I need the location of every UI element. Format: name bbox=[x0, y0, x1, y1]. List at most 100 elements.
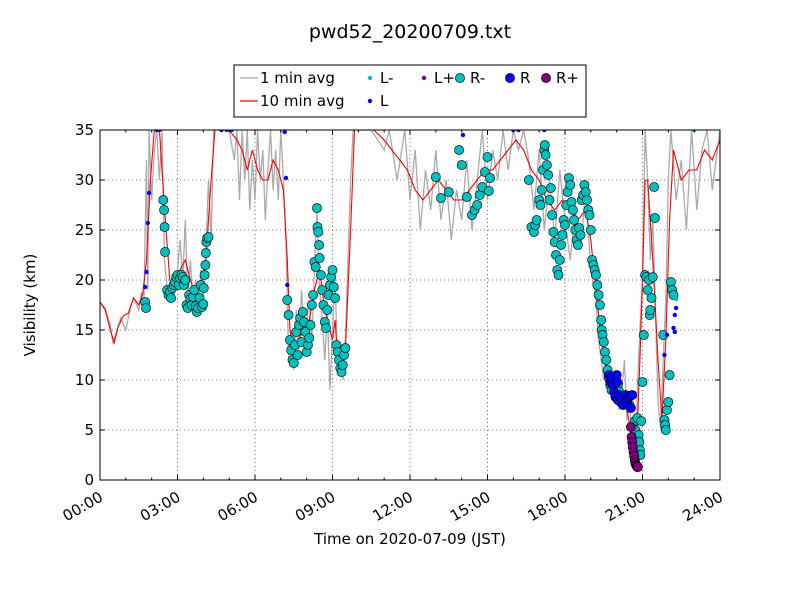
data-point-r bbox=[482, 152, 493, 162]
data-point-r bbox=[547, 210, 557, 220]
series-l bbox=[143, 130, 679, 358]
y-tick-label: 15 bbox=[75, 321, 94, 339]
data-point-r bbox=[523, 175, 534, 185]
data-point-l bbox=[157, 130, 162, 133]
legend-label: R bbox=[520, 69, 530, 87]
y-tick-label: 10 bbox=[75, 371, 94, 389]
legend-label: L+ bbox=[434, 69, 455, 87]
data-point-l bbox=[516, 130, 521, 133]
data-point-r bbox=[663, 397, 674, 407]
data-point-r bbox=[200, 248, 211, 258]
data-point-r bbox=[566, 197, 577, 207]
data-point-r bbox=[536, 185, 547, 195]
data-point-r bbox=[556, 240, 566, 250]
data-point-r bbox=[337, 360, 348, 370]
x-tick-label: 21:00 bbox=[602, 488, 648, 525]
data-point-r bbox=[638, 330, 649, 340]
data-point-r bbox=[585, 225, 596, 235]
data-point-l bbox=[662, 352, 667, 358]
data-point-r bbox=[317, 285, 328, 295]
data-point-r bbox=[283, 310, 294, 320]
x-tick-label: 24:00 bbox=[680, 488, 726, 525]
data-point-r bbox=[626, 422, 636, 432]
legend-label: L- bbox=[380, 69, 394, 87]
data-point-r bbox=[633, 462, 643, 472]
data-point-r bbox=[573, 240, 583, 250]
y-tick-label: 25 bbox=[75, 221, 94, 239]
plot-area bbox=[100, 130, 720, 472]
data-point-r bbox=[312, 203, 322, 213]
x-tick-label: 09:00 bbox=[292, 488, 338, 525]
data-point-r bbox=[567, 205, 578, 215]
x-tick-label: 18:00 bbox=[525, 488, 571, 525]
data-point-r bbox=[575, 230, 586, 240]
data-point-r bbox=[598, 337, 609, 347]
data-point-r bbox=[304, 333, 315, 343]
legend-swatch bbox=[455, 73, 465, 83]
data-point-l bbox=[143, 284, 148, 290]
data-point-r bbox=[540, 150, 551, 160]
data-point-r bbox=[483, 186, 494, 196]
legend-label: 1 min avg bbox=[260, 69, 335, 87]
legend-swatch bbox=[421, 75, 427, 81]
data-point-r bbox=[310, 262, 321, 272]
series-r bbox=[626, 422, 643, 472]
data-point-r bbox=[565, 180, 576, 190]
data-point-r bbox=[456, 160, 467, 170]
x-axis-label: Time on 2020-07-09 (JST) bbox=[313, 530, 506, 548]
data-point-l bbox=[145, 220, 150, 226]
data-point-r bbox=[472, 200, 483, 210]
data-point-r bbox=[200, 260, 211, 270]
data-point-l bbox=[146, 190, 152, 196]
data-point-l bbox=[673, 305, 679, 311]
data-point-r bbox=[642, 285, 653, 295]
data-point-l bbox=[460, 132, 466, 138]
data-point-r bbox=[328, 282, 339, 292]
data-point-r bbox=[436, 193, 446, 203]
data-point-r bbox=[553, 270, 564, 280]
data-point-r bbox=[292, 350, 303, 360]
data-point-r bbox=[485, 173, 495, 183]
data-point-r bbox=[592, 280, 603, 290]
data-point-l bbox=[671, 325, 676, 331]
data-point-r bbox=[560, 220, 570, 230]
data-point-r bbox=[535, 200, 546, 210]
data-point-r bbox=[282, 295, 293, 305]
data-point-r bbox=[443, 187, 454, 197]
x-tick-label: 12:00 bbox=[370, 488, 416, 525]
series-r bbox=[604, 370, 638, 413]
y-tick-label: 35 bbox=[75, 121, 94, 139]
data-point-r bbox=[612, 377, 623, 387]
x-axis-ticks: 00:00 03:00 06:00 09:00 12:00 15:00 18:00 21:00… bbox=[60, 130, 726, 525]
data-point-r bbox=[660, 425, 671, 435]
data-point-r bbox=[180, 275, 191, 285]
data-point-r bbox=[314, 240, 324, 250]
data-point-r bbox=[569, 215, 579, 225]
data-point-l bbox=[285, 282, 290, 288]
data-point-r bbox=[584, 210, 595, 220]
data-point-r bbox=[321, 323, 331, 333]
data-point-r bbox=[543, 170, 554, 180]
y-tick-label: 0 bbox=[84, 471, 94, 489]
data-point-r bbox=[650, 213, 660, 223]
data-point-r bbox=[544, 195, 555, 205]
legend-label: 10 min avg bbox=[260, 92, 345, 110]
x-tick-label: 15:00 bbox=[447, 488, 493, 525]
data-point-r bbox=[454, 145, 464, 155]
legend-label: L bbox=[380, 92, 389, 110]
legend-swatch bbox=[367, 75, 373, 81]
data-point-r bbox=[539, 140, 550, 150]
data-point-r bbox=[636, 416, 647, 426]
data-point-l bbox=[144, 269, 149, 275]
data-point-r bbox=[662, 405, 672, 415]
data-point-r bbox=[461, 192, 472, 202]
x-tick-label: 00:00 bbox=[60, 488, 106, 525]
data-point-r bbox=[159, 205, 169, 215]
data-point-r bbox=[531, 215, 542, 225]
data-point-r bbox=[330, 293, 340, 303]
data-point-r bbox=[600, 347, 610, 357]
data-point-r bbox=[545, 183, 556, 193]
data-point-r bbox=[582, 195, 592, 205]
y-tick-label: 5 bbox=[84, 421, 94, 439]
data-point-r bbox=[203, 232, 214, 242]
